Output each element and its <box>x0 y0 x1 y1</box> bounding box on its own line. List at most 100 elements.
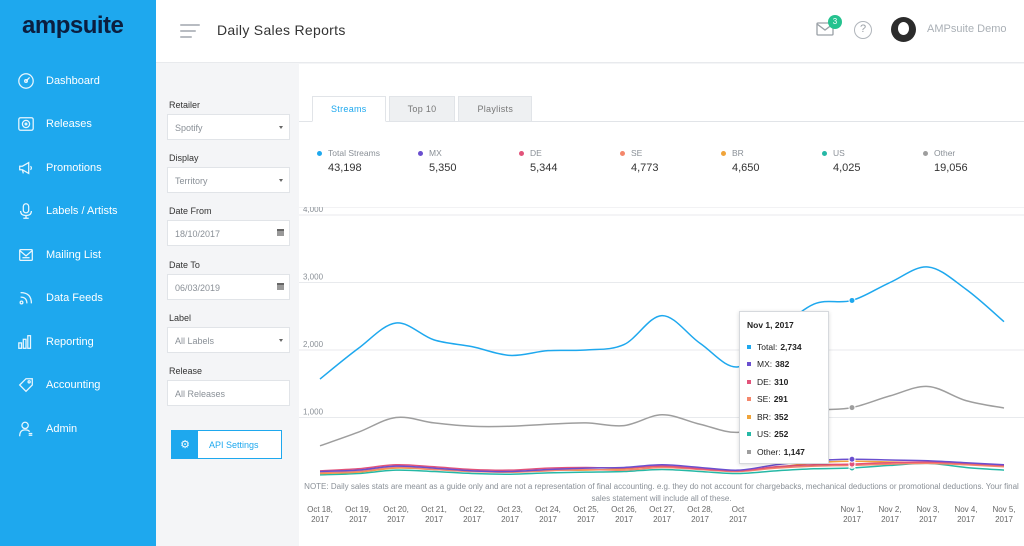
report-tabs: Streams Top 10 Playlists <box>312 96 535 122</box>
series-line-other <box>319 385 1005 447</box>
dashboard-icon <box>16 71 36 91</box>
date-from-field[interactable]: 18/10/2017 <box>167 220 290 246</box>
sidebar-item-reporting[interactable]: Reporting <box>0 320 156 364</box>
tooltip-label: BR: <box>757 411 772 422</box>
label-select[interactable]: All Labels <box>167 327 290 353</box>
tooltip-label: US: <box>757 429 772 440</box>
tooltip-value: 310 <box>774 376 789 387</box>
tooltip-label: DE: <box>757 376 772 387</box>
calendar-icon[interactable] <box>277 283 284 290</box>
stat-value: 4,025 <box>833 162 861 174</box>
tag-icon <box>16 375 36 395</box>
stat-value: 43,198 <box>328 162 362 174</box>
stat-label: SE <box>631 148 643 158</box>
release-input[interactable]: All Releases <box>167 380 290 406</box>
tooltip-row: BR: 352 <box>747 408 821 426</box>
x-tick-label: Oct 28, <box>687 505 713 514</box>
ampsuite-logo[interactable]: ampsuite <box>22 12 132 40</box>
stat-mx[interactable]: MX 5,350 <box>418 148 457 174</box>
display-value: Territory <box>175 176 208 186</box>
stat-value: 19,056 <box>934 162 968 174</box>
sidebar-item-mailing-list[interactable]: Mailing List <box>0 233 156 277</box>
api-settings-button[interactable]: ⚙ API Settings <box>171 430 282 459</box>
sidebar-item-releases[interactable]: Releases <box>0 103 156 147</box>
legend-dot <box>923 150 928 156</box>
tooltip-row: DE: 310 <box>747 373 821 391</box>
stat-name: DE <box>519 148 558 158</box>
sidebar-item-data-feeds[interactable]: Data Feeds <box>0 277 156 321</box>
sidebar-nav: Dashboard Releases Promotions Labels / A… <box>0 59 156 451</box>
tooltip-label: Other: <box>757 446 781 457</box>
display-label: Display <box>169 153 199 163</box>
sidebar-item-admin[interactable]: Admin <box>0 407 156 451</box>
releases-icon <box>16 114 36 134</box>
rss-icon <box>16 288 36 308</box>
sidebar-item-label: Promotions <box>46 161 102 174</box>
x-tick-label-year: 2017 <box>843 515 861 524</box>
legend-dot <box>418 150 423 156</box>
stat-label: Other <box>934 148 956 158</box>
x-tick-label: Oct 27, <box>649 505 675 514</box>
stat-br[interactable]: BR 4,650 <box>721 148 760 174</box>
x-tick-label: Oct 21, <box>421 505 447 514</box>
date-to-value: 06/03/2019 <box>175 283 221 293</box>
sidebar-item-labels-artists[interactable]: Labels / Artists <box>0 190 156 234</box>
legend-swatch <box>747 414 751 419</box>
chevron-down-icon <box>279 126 283 129</box>
x-tick-label-year: 2017 <box>463 515 481 524</box>
chevron-down-icon <box>279 339 283 342</box>
help-icon[interactable]: ? <box>854 21 872 39</box>
menu-toggle-icon[interactable] <box>180 24 200 38</box>
x-tick-label-year: 2017 <box>311 515 329 524</box>
x-tick-label-year: 2017 <box>539 515 557 524</box>
retailer-select[interactable]: Spotify <box>167 114 290 140</box>
stat-total-streams[interactable]: Total Streams 43,198 <box>317 148 380 174</box>
label-value: All Labels <box>175 336 215 346</box>
tooltip-value: 252 <box>774 429 789 440</box>
stat-name: BR <box>721 148 760 158</box>
envelope-icon <box>16 245 36 265</box>
tooltip-value: 291 <box>773 394 788 405</box>
chevron-down-icon <box>279 179 283 182</box>
sidebar-item-accounting[interactable]: Accounting <box>0 364 156 408</box>
legend-dot <box>317 150 322 156</box>
x-tick-label: Oct 25, <box>573 505 599 514</box>
stats-summary: Total Streams 43,198 MX 5,350 DE 5,344 SE 4,773… <box>317 148 1017 178</box>
stat-se[interactable]: SE 4,773 <box>620 148 659 174</box>
legend-swatch <box>747 432 751 437</box>
display-select[interactable]: Territory <box>167 167 290 193</box>
stat-de[interactable]: DE 5,344 <box>519 148 558 174</box>
page-title: Daily Sales Reports <box>217 22 346 38</box>
tooltip-value: 1,147 <box>783 446 805 457</box>
stat-name: Total Streams <box>317 148 380 158</box>
tab-playlists[interactable]: Playlists <box>458 96 533 122</box>
tab-streams[interactable]: Streams <box>312 96 386 122</box>
filter-panel: Retailer Spotify Display Territory Date … <box>156 64 299 546</box>
main-content: Streams Top 10 Playlists Total Streams 43… <box>299 64 1024 546</box>
x-tick-label: Oct 26, <box>611 505 637 514</box>
user-name[interactable]: AMPsuite Demo <box>927 23 1007 35</box>
legend-dot <box>519 150 524 156</box>
legend-dot <box>620 150 625 156</box>
x-tick-label-year: 2017 <box>729 515 747 524</box>
stat-name: Other <box>923 148 968 158</box>
x-tick-label-year: 2017 <box>957 515 975 524</box>
sidebar-item-label: Admin <box>46 422 78 435</box>
date-to-field[interactable]: 06/03/2019 <box>167 274 290 300</box>
sidebar-item-label: Accounting <box>46 379 101 392</box>
stat-other[interactable]: Other 19,056 <box>923 148 968 174</box>
tooltip-label: Total: <box>757 341 778 352</box>
sidebar-item-promotions[interactable]: Promotions <box>0 146 156 190</box>
x-tick-label-year: 2017 <box>425 515 443 524</box>
legend-swatch <box>747 344 751 349</box>
avatar[interactable] <box>891 17 916 42</box>
stat-us[interactable]: US 4,025 <box>822 148 861 174</box>
stat-label: BR <box>732 148 744 158</box>
sidebar-item-dashboard[interactable]: Dashboard <box>0 59 156 103</box>
tab-top-10[interactable]: Top 10 <box>388 96 456 122</box>
release-placeholder: All Releases <box>175 389 226 399</box>
stat-value: 4,773 <box>631 162 659 174</box>
calendar-icon[interactable] <box>277 229 284 236</box>
tooltip-row: Other: 1,147 <box>747 443 821 461</box>
